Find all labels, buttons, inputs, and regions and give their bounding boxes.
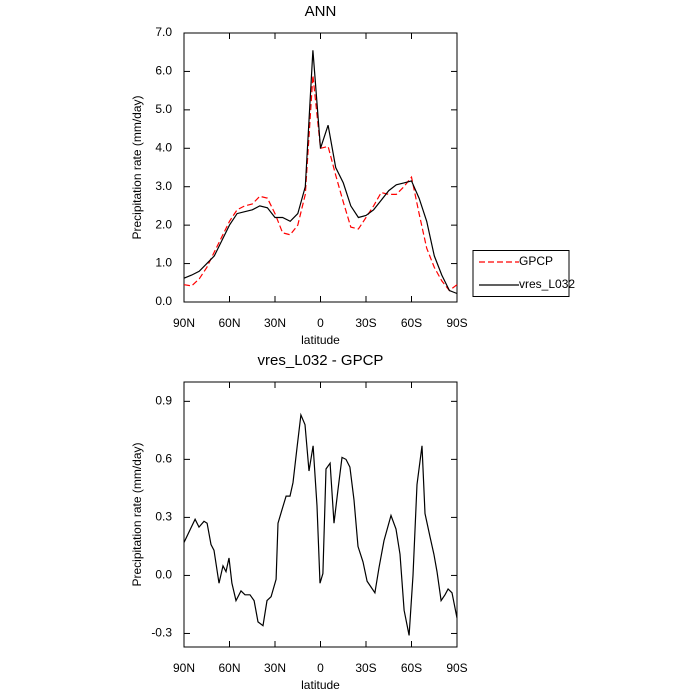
y-tick-label: 5.0	[155, 102, 172, 116]
legend-box	[472, 250, 570, 297]
x-tick-label: 30N	[264, 316, 286, 330]
data-line	[183, 50, 458, 295]
y-tick-label: 0.3	[155, 510, 172, 524]
plot-frame	[183, 32, 458, 303]
x-tick-label: 90S	[446, 316, 467, 330]
chart-title: vres_L032 - GPCP	[258, 352, 384, 369]
y-tick-label: 4.0	[155, 140, 172, 154]
y-axis-label: Precipitation rate (mm/day)	[130, 442, 144, 586]
x-axis-label: latitude	[301, 678, 340, 692]
x-tick-label: 90S	[446, 661, 467, 675]
y-tick-label: 2.0	[155, 217, 172, 231]
x-tick-label: 30S	[355, 316, 376, 330]
y-tick-label: 6.0	[155, 64, 172, 78]
data-line	[183, 412, 458, 636]
x-tick-label: 30N	[264, 661, 286, 675]
x-tick-label: 0	[317, 661, 324, 675]
legend-label: GPCP	[519, 254, 553, 268]
y-axis-label: Precipitation rate (mm/day)	[130, 95, 144, 239]
x-tick-label: 60S	[401, 316, 422, 330]
x-tick-label: 60N	[218, 316, 240, 330]
y-tick-label: 7.0	[155, 25, 172, 39]
data-line	[183, 75, 458, 292]
y-tick-label: 0.0	[155, 294, 172, 308]
y-tick-label: 0.9	[155, 394, 172, 408]
x-tick-label: 60S	[401, 661, 422, 675]
y-tick-label: -0.3	[151, 626, 172, 640]
x-tick-label: 0	[317, 316, 324, 330]
legend-label: vres_L032	[519, 277, 575, 291]
x-tick-label: 90N	[173, 661, 195, 675]
x-tick-label: 60N	[218, 661, 240, 675]
y-tick-label: 1.0	[155, 256, 172, 270]
x-axis-label: latitude	[301, 333, 340, 347]
y-tick-label: 0.0	[155, 568, 172, 582]
x-tick-label: 30S	[355, 661, 376, 675]
x-tick-label: 90N	[173, 316, 195, 330]
y-tick-label: 3.0	[155, 179, 172, 193]
y-tick-label: 0.6	[155, 452, 172, 466]
chart-title: ANN	[305, 3, 337, 20]
